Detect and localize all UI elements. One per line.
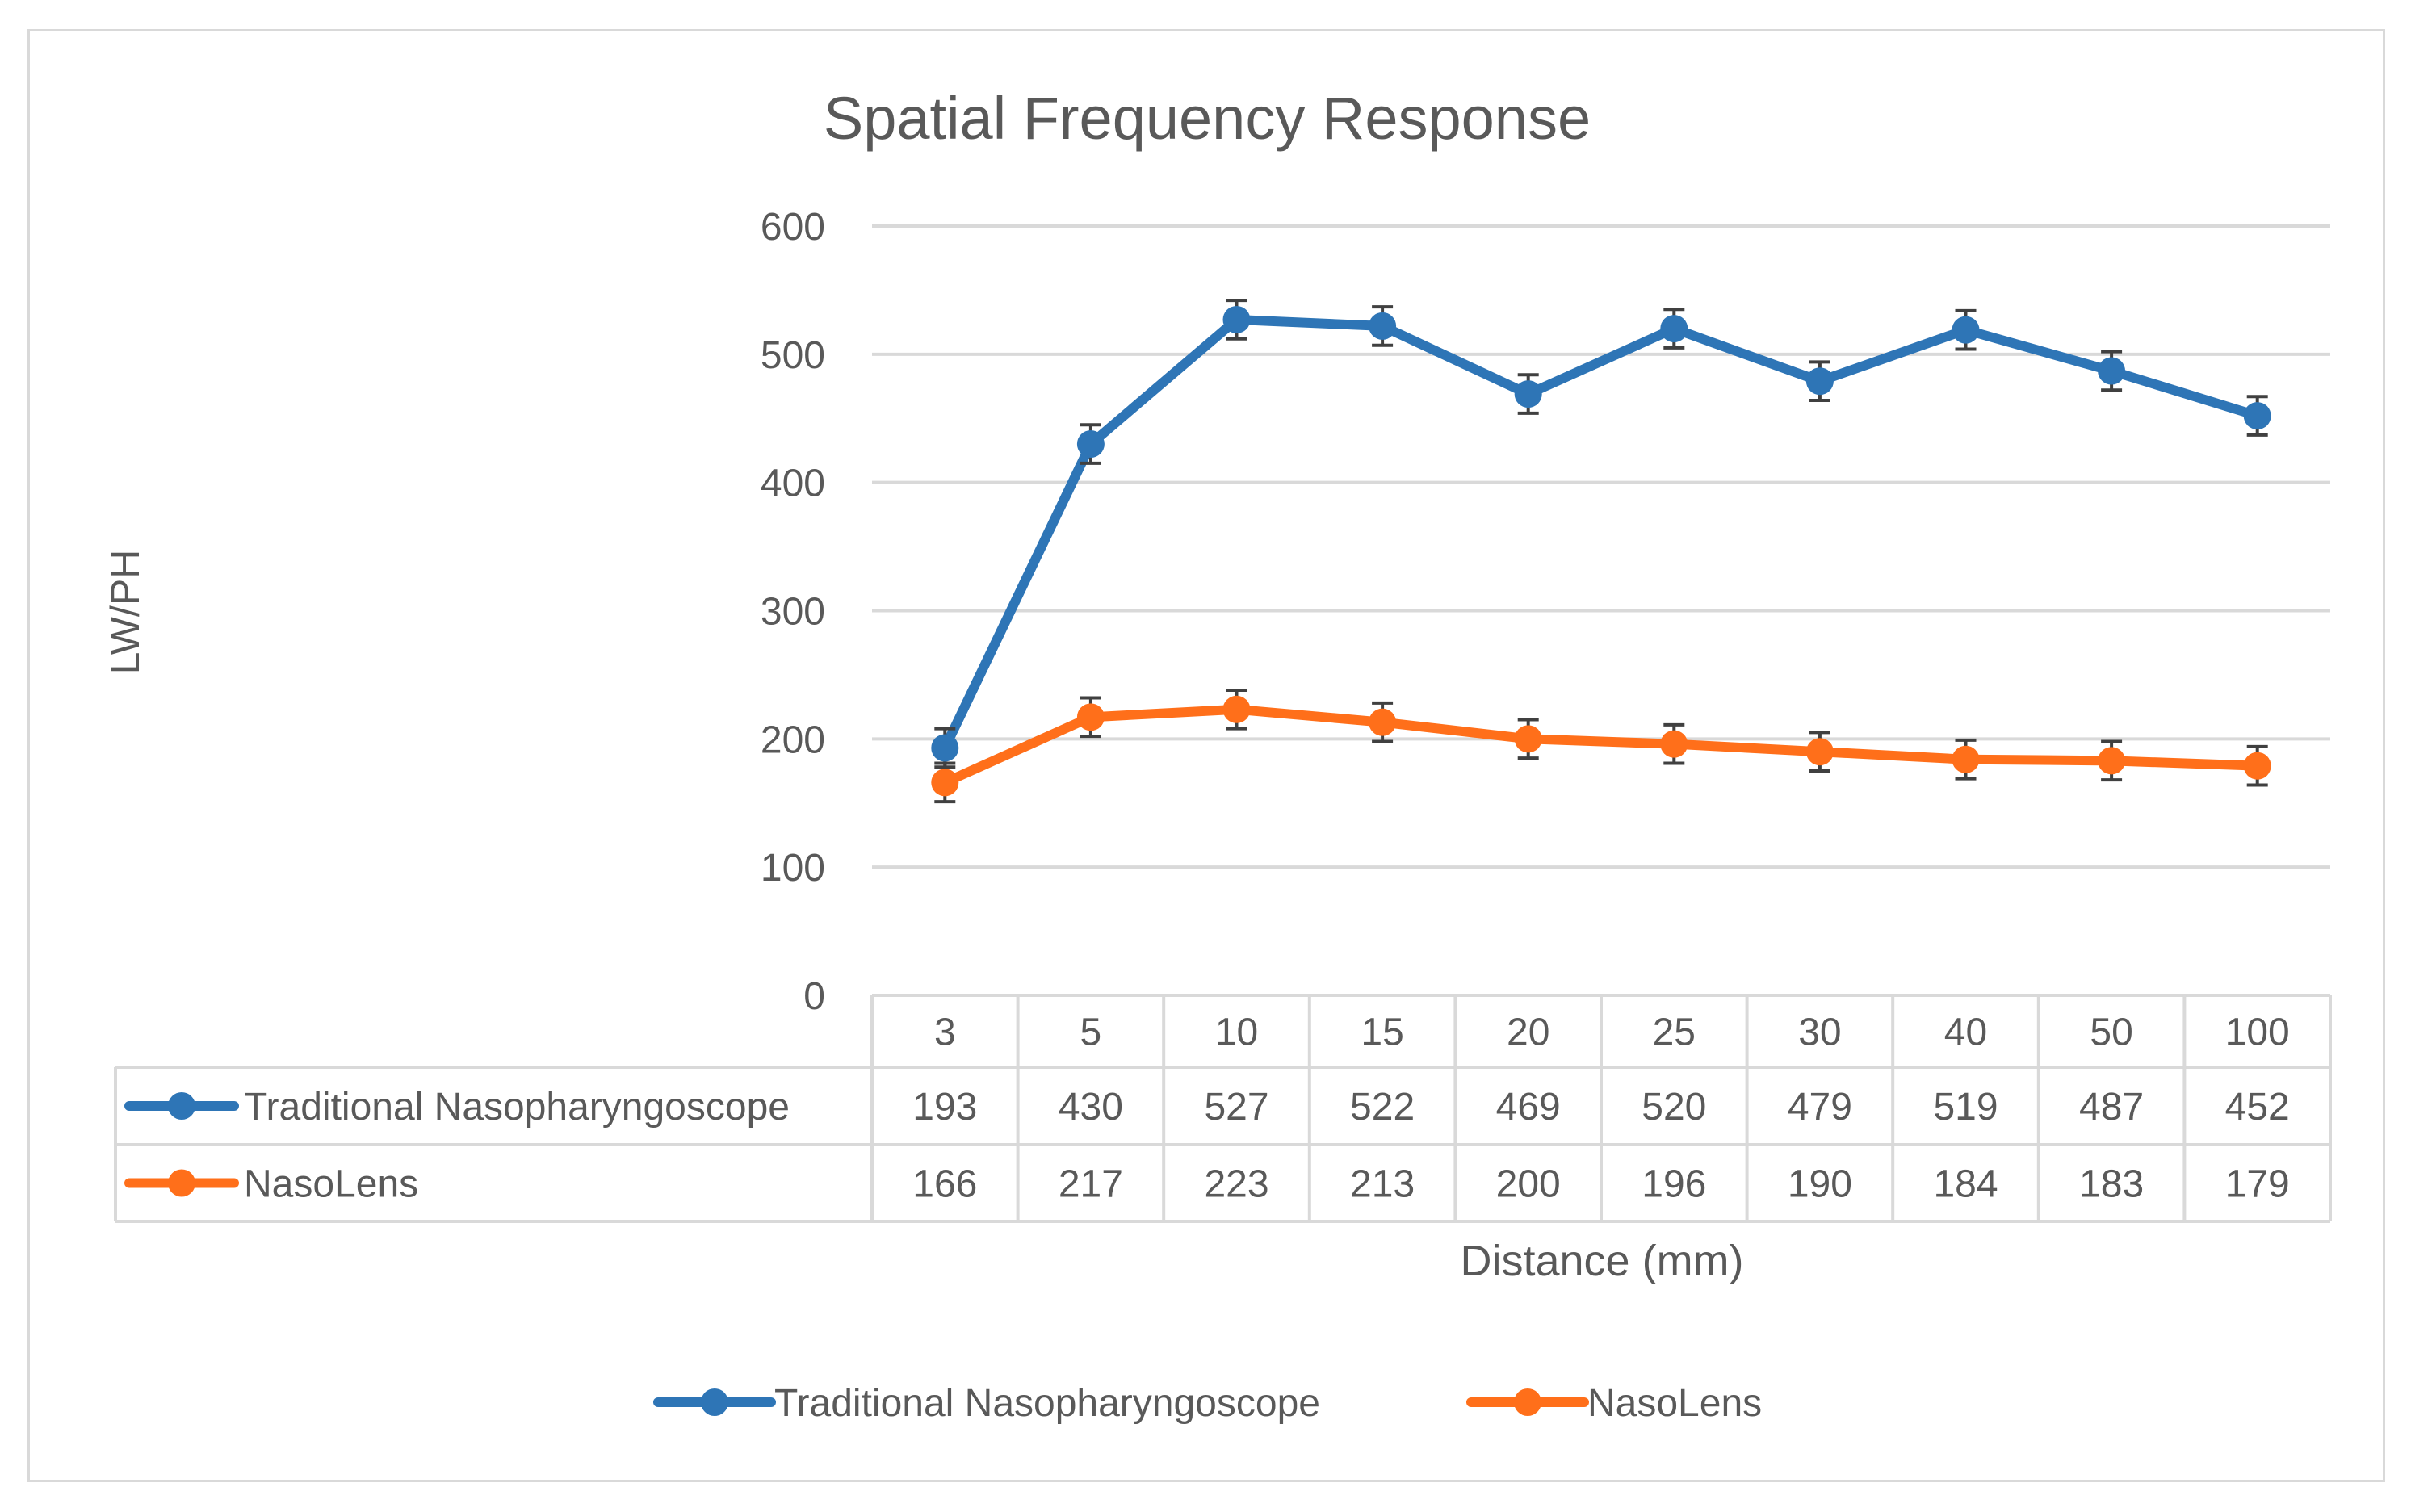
data-point — [1660, 315, 1688, 343]
data-point — [2243, 752, 2271, 780]
data-point — [1805, 367, 1834, 396]
table-cell-value: 193 — [912, 1086, 977, 1129]
y-tick-label: 600 — [761, 206, 825, 249]
x-tick-label: 40 — [1944, 1011, 1987, 1054]
table-cell-value: 487 — [2079, 1086, 2144, 1129]
data-point — [931, 769, 959, 797]
x-tick-label: 100 — [2225, 1011, 2290, 1054]
x-tick-label: 50 — [2090, 1011, 2132, 1054]
table-cell-value: 223 — [1204, 1163, 1268, 1206]
table-cell-value: 166 — [912, 1163, 977, 1206]
table-cell-value: 200 — [1496, 1163, 1561, 1206]
data-point — [931, 734, 959, 762]
table-cell-value: 183 — [2079, 1163, 2144, 1206]
data-point — [1805, 738, 1834, 766]
data-point — [1952, 316, 1980, 344]
x-tick-label: 15 — [1361, 1011, 1403, 1054]
table-legend-key-marker — [168, 1169, 195, 1197]
data-point — [1076, 703, 1105, 731]
data-point — [1660, 730, 1688, 758]
y-tick-labels: 0 100 200 300 400 500 600 — [761, 206, 825, 1018]
table-cell-value: 196 — [1642, 1163, 1706, 1206]
data-point — [2098, 357, 2126, 385]
table-cell-value: 184 — [1933, 1163, 1998, 1206]
legend-key-marker — [701, 1388, 728, 1416]
data-point — [1369, 312, 1397, 340]
table-cell-value: 213 — [1350, 1163, 1415, 1206]
data-point — [2243, 402, 2271, 430]
data-point — [1952, 745, 1980, 773]
table-cell-value: 190 — [1788, 1163, 1852, 1206]
chart-title: Spatial Frequency Response — [824, 85, 1591, 152]
table-cell-value: 452 — [2225, 1086, 2290, 1129]
table-series-name: Traditional Nasopharyngoscope — [244, 1086, 790, 1129]
legend: Traditional Nasopharyngoscope NasoLens — [653, 1382, 1762, 1425]
legend-label: Traditional Nasopharyngoscope — [774, 1382, 1320, 1425]
series-line — [940, 314, 2262, 753]
table-cell-value: 179 — [2225, 1163, 2290, 1206]
x-tick-label: 3 — [934, 1011, 956, 1054]
series-line — [940, 704, 2262, 788]
x-axis-label: Distance (mm) — [1460, 1237, 1743, 1285]
series-lines — [931, 299, 2271, 804]
table-legend-key-marker — [168, 1092, 195, 1120]
table-cell-value: 527 — [1204, 1086, 1268, 1129]
data-point — [1076, 430, 1105, 459]
data-point — [1222, 695, 1251, 723]
table-cell-value: 522 — [1350, 1086, 1415, 1129]
table-cell-value: 217 — [1059, 1163, 1123, 1206]
y-axis-label: LW/PH — [103, 550, 148, 675]
table-cell-value: 519 — [1933, 1086, 1998, 1129]
table-cell-value: 520 — [1642, 1086, 1706, 1129]
legend-key-marker — [1514, 1388, 1541, 1416]
x-tick-label: 5 — [1080, 1011, 1102, 1054]
y-tick-label: 100 — [761, 847, 825, 890]
series-traditional-nasopharyngoscope — [931, 299, 2271, 769]
series-nasolens — [931, 688, 2271, 804]
data-table: 3 5 10 15 20 25 30 40 50 100 Traditional Nasophary… — [114, 994, 2332, 1223]
table-cell-value: 479 — [1788, 1086, 1852, 1129]
y-tick-label: 400 — [761, 463, 825, 505]
x-tick-label: 30 — [1798, 1011, 1841, 1054]
data-point — [1222, 305, 1251, 333]
y-tick-label: 0 — [803, 975, 825, 1018]
data-point — [1514, 725, 1542, 753]
y-tick-label: 500 — [761, 334, 825, 377]
table-cell-value: 469 — [1496, 1086, 1561, 1129]
y-tick-label: 200 — [761, 718, 825, 761]
y-tick-label: 300 — [761, 591, 825, 634]
table-series-name: NasoLens — [244, 1163, 418, 1206]
legend-label: NasoLens — [1587, 1382, 1762, 1425]
table-cell-value: 430 — [1059, 1086, 1123, 1129]
x-tick-label: 25 — [1653, 1011, 1696, 1054]
x-tick-label: 10 — [1215, 1011, 1258, 1054]
data-point — [1514, 380, 1542, 408]
data-point — [2098, 747, 2126, 775]
x-tick-label: 20 — [1507, 1011, 1549, 1054]
data-point — [1369, 708, 1397, 736]
gridlines — [872, 224, 2330, 869]
